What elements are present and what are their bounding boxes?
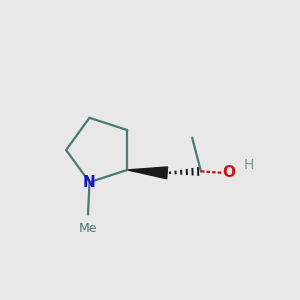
Text: N: N — [83, 175, 96, 190]
Polygon shape — [127, 167, 167, 179]
Text: Me: Me — [79, 222, 97, 235]
Text: H: H — [244, 158, 254, 172]
Text: O: O — [222, 165, 235, 180]
